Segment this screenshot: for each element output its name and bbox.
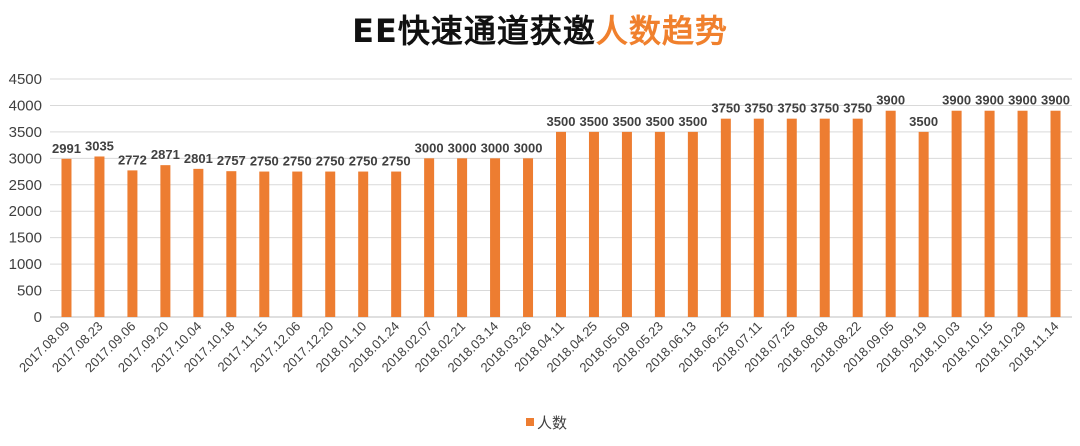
data-label: 2750: [316, 154, 345, 169]
bar: [490, 158, 501, 317]
bar: [424, 158, 435, 317]
data-label: 3035: [85, 138, 114, 153]
chart-title: EE快速通道获邀人数趋势: [0, 6, 1080, 52]
data-label: 3750: [744, 101, 773, 116]
bar: [1017, 110, 1028, 317]
data-label: 3500: [612, 114, 641, 129]
bar: [523, 158, 534, 317]
bar: [885, 110, 896, 317]
y-tick-label: 3000: [9, 150, 42, 167]
data-label: 3000: [481, 140, 510, 155]
bar: [556, 131, 566, 317]
data-label: 3500: [678, 114, 707, 129]
data-label: 3750: [777, 101, 806, 116]
bar: [1050, 110, 1061, 317]
data-label: 3000: [448, 140, 477, 155]
data-label: 3900: [975, 93, 1004, 108]
bar: [621, 131, 632, 317]
data-label: 3750: [843, 101, 872, 116]
data-label: 3000: [514, 140, 543, 155]
bar: [226, 171, 237, 317]
y-tick-label: 4500: [9, 71, 42, 88]
bar: [951, 110, 962, 317]
data-label: 3500: [645, 114, 674, 129]
data-label: 3500: [547, 114, 576, 129]
legend: 人数: [526, 414, 567, 432]
title-highlight: 人数趋势: [595, 12, 728, 50]
data-label: 3900: [1008, 93, 1037, 108]
data-label: 2750: [349, 154, 378, 169]
legend-swatch: [526, 418, 534, 426]
bar: [457, 158, 468, 317]
y-tick-label: 500: [17, 283, 42, 300]
y-tick-label: 1500: [9, 230, 42, 247]
bar: [588, 131, 599, 317]
bar: [852, 118, 863, 318]
bar: [391, 171, 402, 317]
bar: [654, 131, 665, 317]
data-label: 2750: [250, 154, 279, 169]
data-label: 2750: [283, 154, 312, 169]
y-tick-label: 1000: [9, 256, 42, 273]
data-label: 2757: [217, 153, 246, 168]
bar: [753, 118, 764, 318]
bar: [292, 171, 303, 317]
data-label: 2871: [151, 147, 180, 162]
bar: [984, 110, 995, 317]
bar: [819, 118, 830, 318]
title-main: EE快速通道获邀: [352, 12, 596, 50]
bar: [786, 118, 797, 318]
y-tick-label: 2000: [9, 203, 42, 220]
data-label: 2991: [52, 141, 81, 156]
y-tick-label: 4000: [9, 97, 42, 114]
bar: [61, 158, 72, 317]
bar: [918, 131, 929, 317]
bar: [160, 165, 171, 317]
y-tick-label: 0: [34, 309, 42, 326]
bar: [259, 171, 270, 317]
bar: [720, 118, 731, 318]
data-label: 3750: [810, 101, 839, 116]
bar: [127, 170, 138, 317]
bar: [358, 171, 369, 317]
bar: [94, 156, 105, 317]
data-label: 3500: [580, 114, 609, 129]
data-label: 2772: [118, 152, 147, 167]
data-label: 2750: [382, 154, 411, 169]
data-label: 3750: [711, 101, 740, 116]
data-label: 3900: [942, 93, 971, 108]
data-label: 3900: [876, 93, 905, 108]
data-label: 3900: [1041, 93, 1070, 108]
y-tick-label: 3500: [9, 124, 42, 141]
bar: [193, 168, 204, 317]
y-tick-label: 2500: [9, 177, 42, 194]
data-label: 3000: [415, 140, 444, 155]
bar: [687, 131, 698, 317]
data-label: 2801: [184, 151, 213, 166]
legend-label: 人数: [537, 414, 567, 432]
bar: [325, 171, 336, 317]
data-label: 3500: [909, 114, 938, 129]
